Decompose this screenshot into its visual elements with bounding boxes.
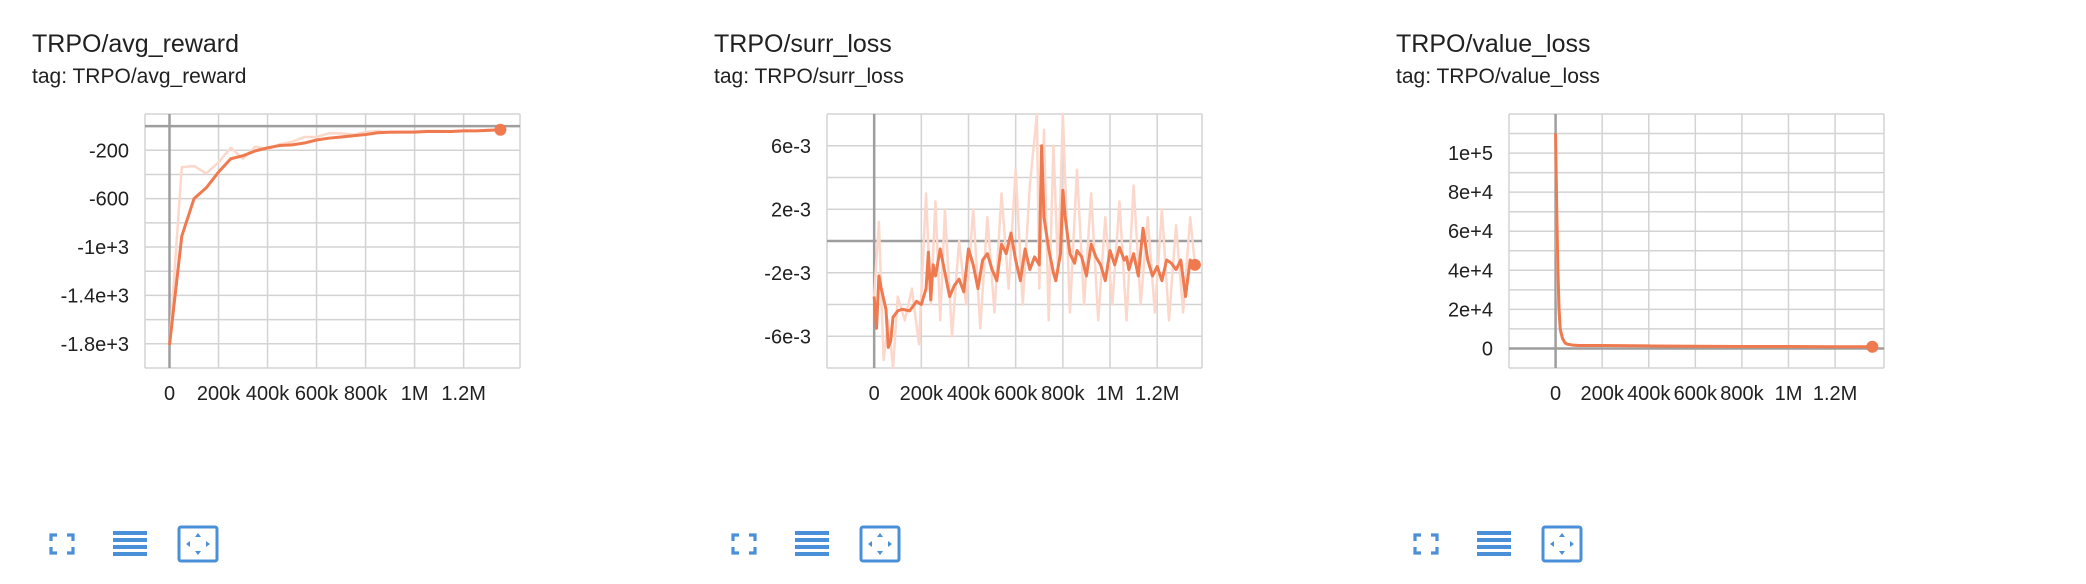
series-smoothed-line — [872, 144, 1196, 349]
x-tick-label: 800k — [1041, 383, 1085, 405]
x-tick-label: 200k — [900, 383, 944, 405]
toggle-log-icon — [1477, 531, 1511, 556]
x-tick-label: 600k — [994, 383, 1038, 405]
toggle-log-icon — [113, 531, 147, 556]
chart-title: TRPO/avg_reward — [32, 30, 240, 58]
x-tick-label: 1M — [401, 383, 429, 405]
x-tick-label: 200k — [1580, 383, 1624, 405]
fullscreen-button[interactable] — [40, 524, 84, 564]
line-chart[interactable]: 0 200k 400k 600k 800k 1M 1.2M 1e+5 8e+4 6e+4 4e+4 2… — [1364, 100, 2046, 520]
y-tick-label: -2e-3 — [764, 263, 811, 285]
fit-domain-button[interactable] — [1540, 524, 1584, 564]
fullscreen-icon — [731, 533, 757, 555]
chart-toolbar — [722, 524, 942, 568]
x-tick-label: 800k — [1720, 383, 1764, 405]
x-tick-label: 1.2M — [1135, 383, 1179, 405]
grid — [1508, 113, 1885, 369]
fullscreen-icon — [49, 533, 75, 555]
series-smoothed-line — [168, 128, 501, 346]
y-tick-label: 4e+4 — [1448, 260, 1493, 282]
fullscreen-button[interactable] — [1404, 524, 1448, 564]
y-tick-label: 0 — [1482, 338, 1493, 360]
line-chart[interactable]: 0 200k 400k 600k 800k 1M 1.2M -200 -600 -1e+3 -1.4… — [0, 100, 682, 520]
chart-card-value-loss: TRPO/value_loss tag: TRPO/value_loss 0 20… — [1364, 0, 2046, 584]
series-raw-line — [1554, 133, 1873, 348]
y-tick-label: 8e+4 — [1448, 182, 1493, 204]
y-tick-label: -1.8e+3 — [61, 334, 129, 356]
toggle-log-icon — [795, 531, 829, 556]
y-tick-label: -1e+3 — [77, 237, 129, 259]
chart-tag: tag: TRPO/avg_reward — [32, 65, 247, 88]
chart-title: TRPO/surr_loss — [714, 30, 892, 58]
fit-domain-button[interactable] — [858, 524, 902, 564]
x-tick-label: 400k — [1627, 383, 1671, 405]
x-tick-label: 600k — [1674, 383, 1718, 405]
x-tick-label: 1M — [1096, 383, 1124, 405]
x-tick-label: 400k — [246, 383, 290, 405]
toggle-log-scale-button[interactable] — [108, 524, 152, 564]
y-tick-label: -600 — [89, 189, 129, 211]
y-tick-label: 1e+5 — [1448, 143, 1493, 165]
chart-toolbar — [40, 524, 260, 568]
last-point-marker — [494, 123, 507, 136]
line-chart[interactable]: 0 200k 400k 600k 800k 1M 1.2M 6e-3 2e-3 -2e-3 -6e-… — [682, 100, 1364, 520]
last-point-marker — [1866, 340, 1879, 353]
x-tick-label: 800k — [344, 383, 388, 405]
y-tick-label: -200 — [89, 140, 129, 162]
fit-domain-icon — [1541, 525, 1583, 563]
fit-domain-button[interactable] — [176, 524, 220, 564]
x-tick-label: 1.2M — [1813, 383, 1857, 405]
grid — [144, 113, 521, 369]
chart-card-avg-reward: TRPO/avg_reward tag: TRPO/avg_reward 0 20… — [0, 0, 682, 584]
y-tick-label: -1.4e+3 — [61, 285, 129, 307]
toggle-log-scale-button[interactable] — [790, 524, 834, 564]
x-tick-label: 600k — [295, 383, 339, 405]
x-tick-label: 0 — [164, 383, 175, 405]
x-tick-label: 0 — [869, 383, 880, 405]
chart-toolbar — [1404, 524, 1624, 568]
chart-card-surr-loss: TRPO/surr_loss tag: TRPO/surr_loss 0 200k… — [682, 0, 1364, 584]
y-tick-label: 6e-3 — [771, 136, 811, 158]
y-tick-label: -6e-3 — [764, 326, 811, 348]
chart-tag: tag: TRPO/value_loss — [1396, 65, 1600, 88]
fullscreen-button[interactable] — [722, 524, 766, 564]
chart-title: TRPO/value_loss — [1396, 30, 1591, 58]
y-tick-label: 2e+4 — [1448, 299, 1493, 321]
y-tick-label: 6e+4 — [1448, 221, 1493, 243]
fullscreen-icon — [1413, 533, 1439, 555]
chart-tag: tag: TRPO/surr_loss — [714, 65, 904, 88]
fit-domain-icon — [177, 525, 219, 563]
x-tick-label: 1.2M — [441, 383, 485, 405]
x-tick-label: 1M — [1775, 383, 1803, 405]
series-smoothed-line — [1554, 133, 1873, 349]
x-tick-label: 200k — [197, 383, 241, 405]
series-raw-line — [872, 112, 1197, 370]
x-tick-label: 0 — [1550, 383, 1561, 405]
x-tick-label: 400k — [947, 383, 991, 405]
fit-domain-icon — [859, 525, 901, 563]
toggle-log-scale-button[interactable] — [1472, 524, 1516, 564]
last-point-marker — [1188, 258, 1201, 271]
y-tick-label: 2e-3 — [771, 199, 811, 221]
